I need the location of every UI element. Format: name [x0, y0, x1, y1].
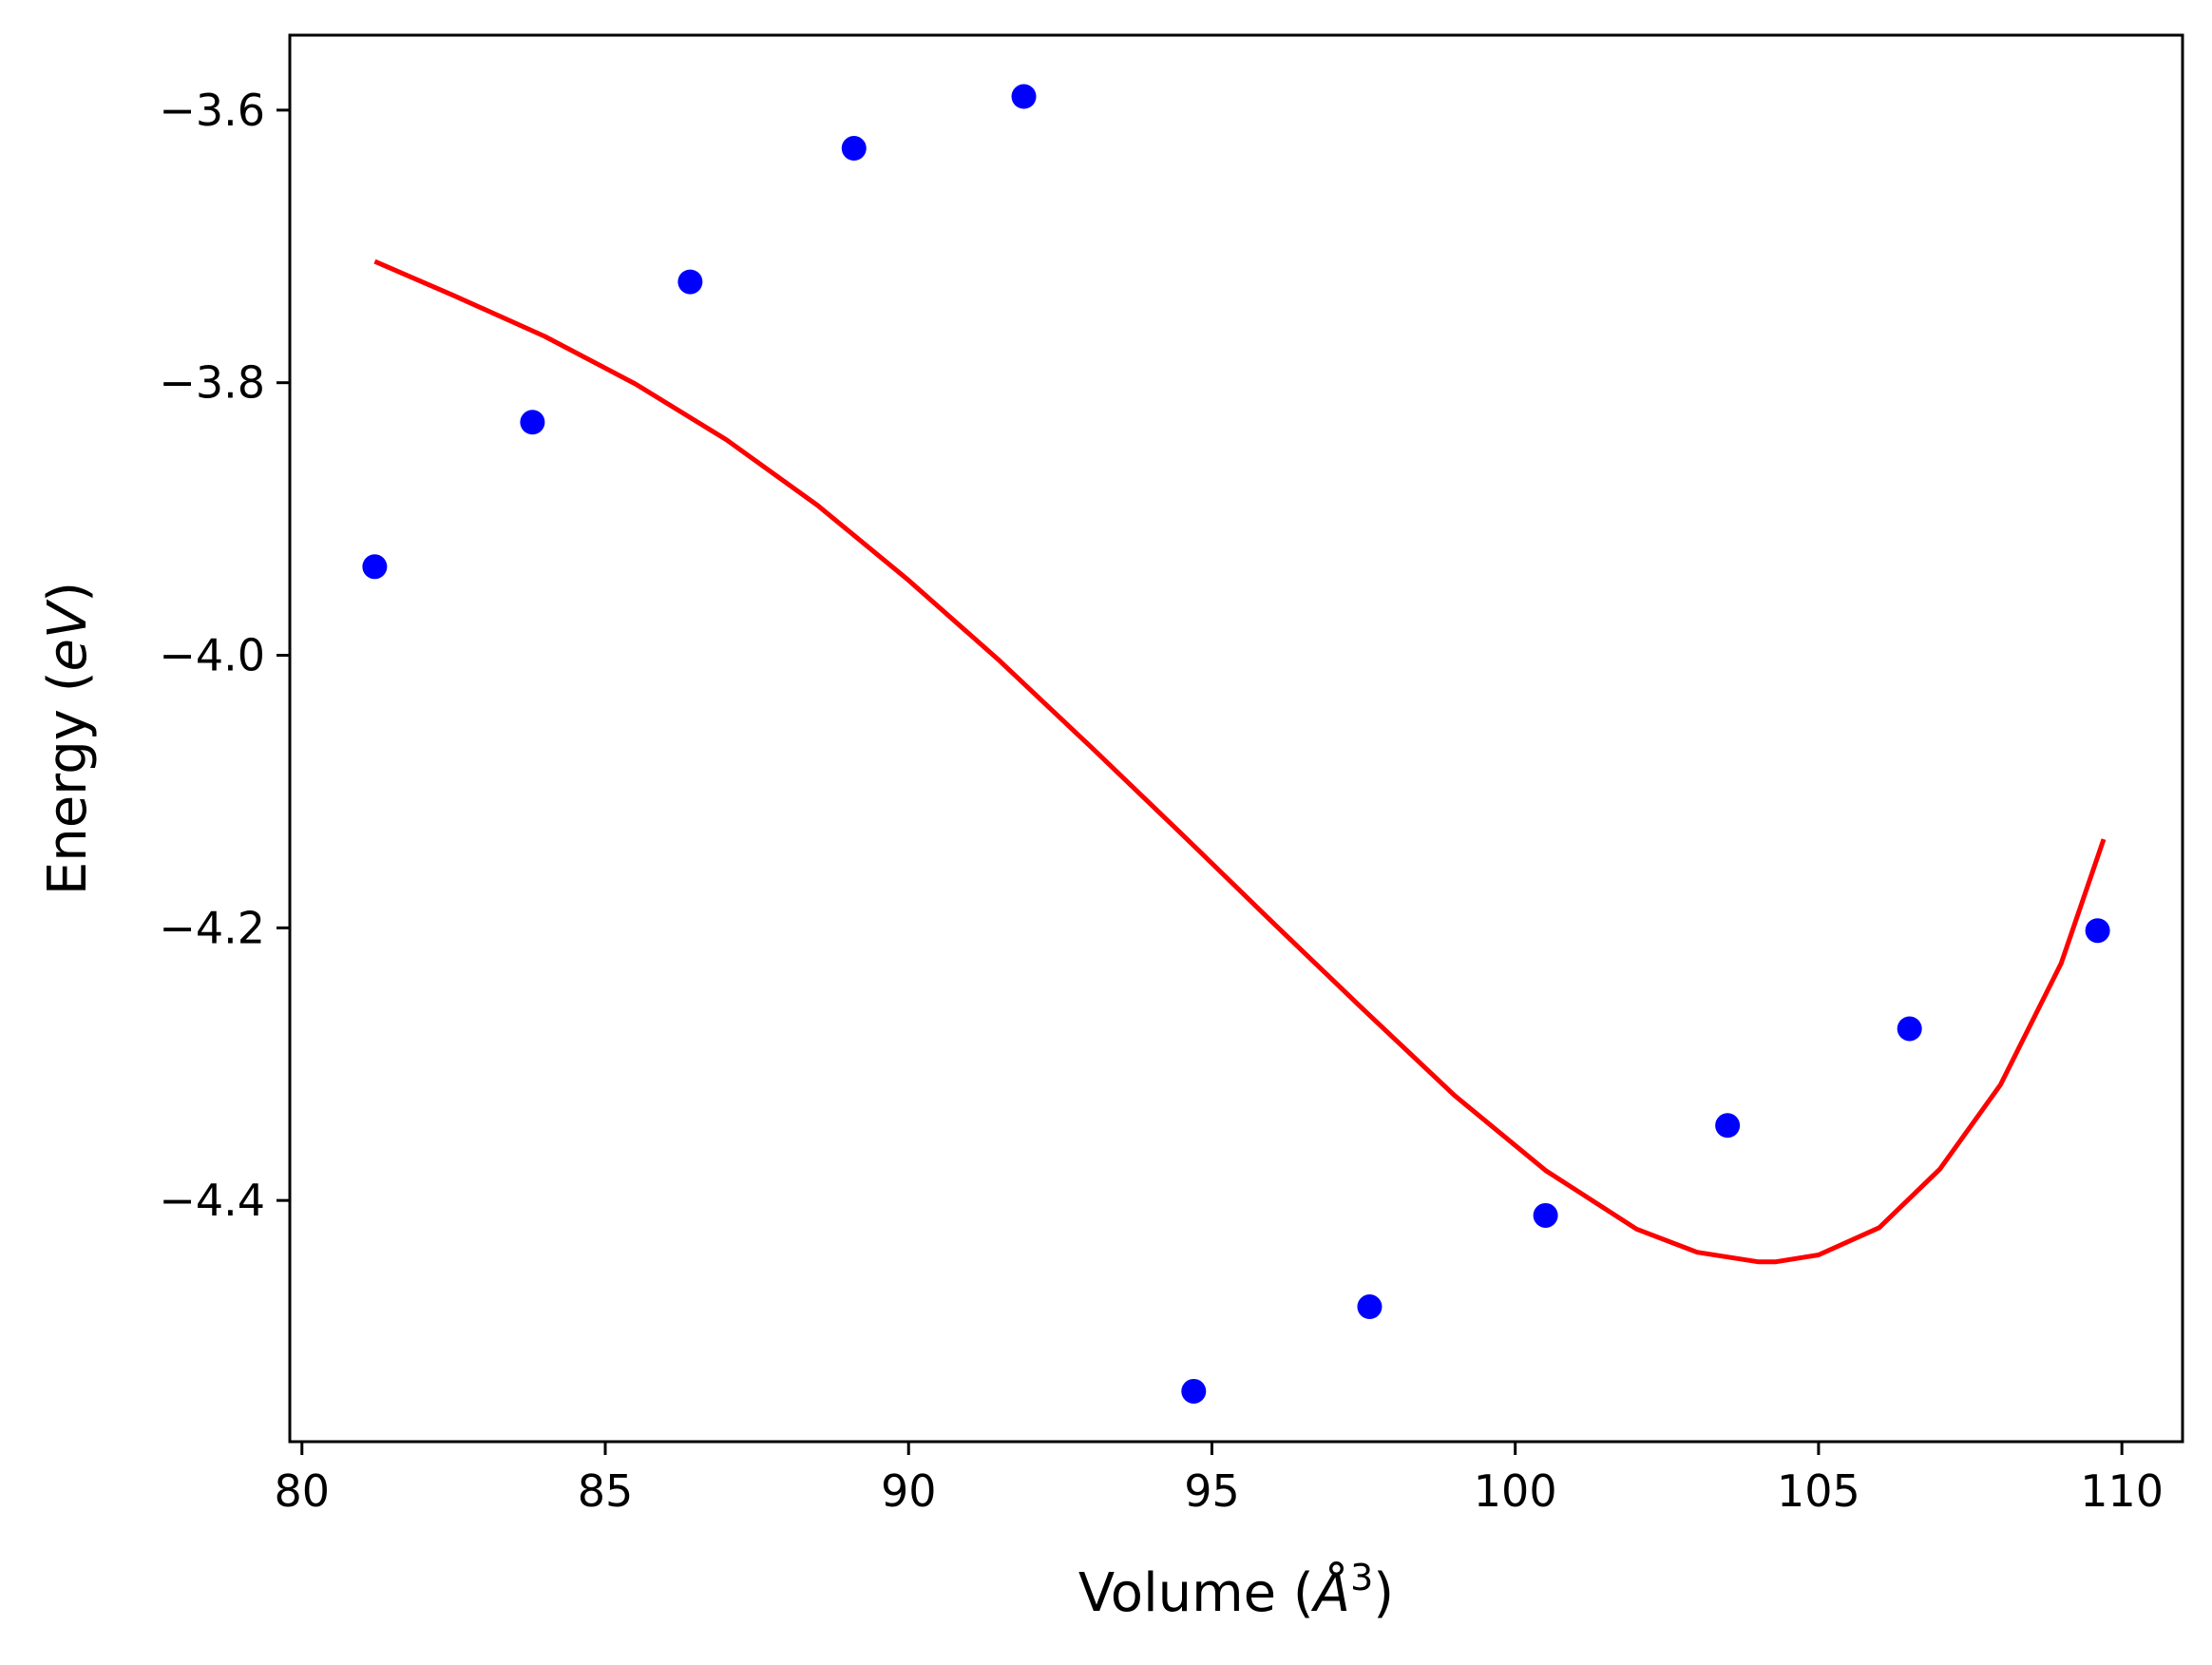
plot-frame: [288, 33, 2184, 1444]
ticks-layer: 80 85 90 95 100 105 110 −3.6 −3.8 −4.0 −4.2 −4.4: [159, 85, 2164, 1517]
y-tick-label: −3.6: [159, 85, 265, 136]
data-point: [841, 136, 867, 162]
y-tick-label: −4.2: [159, 902, 265, 953]
data-point: [1011, 84, 1037, 109]
data-point: [1897, 1016, 1922, 1042]
y-tick-label: −4.4: [159, 1175, 265, 1226]
x-tick-label: 110: [2080, 1465, 2164, 1517]
data-point: [362, 554, 388, 580]
y-tick-label: −3.8: [159, 357, 265, 409]
y-axis-label: Energy (eV): [37, 582, 99, 895]
x-axis-label: Volume (Å3): [1078, 1557, 1394, 1624]
y-tick-label: −4.0: [159, 630, 265, 681]
x-tick-label: 100: [1474, 1465, 1557, 1517]
data-point: [1181, 1378, 1207, 1404]
data-point: [520, 410, 545, 435]
x-tick-label: 85: [578, 1465, 634, 1517]
data-point: [2085, 918, 2110, 944]
data-point: [1715, 1113, 1741, 1139]
data-point: [677, 269, 703, 295]
data-point: [1357, 1294, 1382, 1320]
x-tick-label: 80: [274, 1465, 330, 1517]
x-tick-label: 105: [1777, 1465, 1860, 1517]
data-point: [1533, 1202, 1558, 1228]
x-tick-label: 90: [881, 1465, 937, 1517]
fit-curve: [373, 258, 2107, 1265]
series-layer: [362, 84, 2110, 1404]
x-tick-label: 95: [1184, 1465, 1240, 1517]
